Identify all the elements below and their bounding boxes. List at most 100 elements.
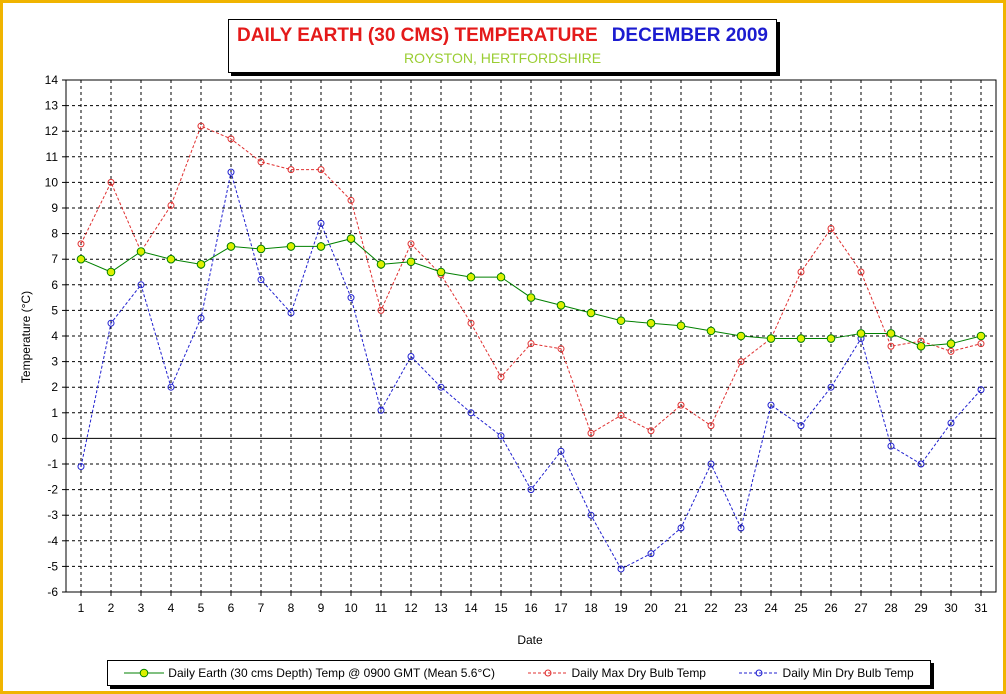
axes	[62, 79, 997, 596]
y-tick-label: 6	[51, 278, 58, 292]
point-earth-temp	[136, 247, 146, 256]
point-min-temp	[167, 383, 175, 391]
legend-swatch-min-temp	[738, 669, 779, 677]
x-tick-label: 7	[258, 601, 265, 615]
x-axis-label: Date	[517, 633, 543, 647]
y-tick-label: 10	[45, 175, 59, 189]
x-tick-labels: 1 2 3 4 5 6 7 8 9 10 11 12 13 14 15 16 17 18 19 20 21 22 23 24 2…	[78, 601, 988, 615]
point-max-temp	[167, 201, 175, 209]
point-earth-temp	[586, 308, 596, 318]
point-earth-temp	[736, 331, 746, 341]
y-tick-label: 2	[51, 380, 58, 394]
point-min-temp	[737, 524, 745, 532]
point-earth-temp	[646, 318, 656, 328]
point-earth-temp	[616, 316, 626, 325]
plot-border	[65, 79, 997, 593]
y-tick-label: -1	[47, 457, 58, 471]
point-earth-temp	[676, 321, 686, 331]
x-tick-label: 28	[884, 601, 898, 615]
point-earth-temp	[436, 267, 446, 277]
y-tick-label: 9	[51, 201, 58, 215]
point-earth-temp	[406, 257, 416, 267]
point-min-temp	[287, 309, 295, 317]
x-tick-label: 30	[944, 601, 958, 615]
point-min-temp	[107, 319, 115, 327]
chart-title-line: DAILY EARTH (30 CMS) TEMPERATURE DECEMBER…	[229, 25, 776, 47]
point-min-temp	[437, 383, 445, 391]
point-max-temp	[197, 122, 205, 130]
point-max-temp	[887, 342, 895, 350]
y-tick-label: 0	[51, 431, 58, 445]
point-max-temp	[377, 306, 385, 314]
point-max-temp	[557, 345, 565, 353]
point-max-temp	[107, 178, 115, 186]
chart-subtitle: ROYSTON, HERTFORDSHIRE	[403, 50, 602, 66]
point-min-temp	[707, 460, 715, 468]
x-tick-label: 29	[914, 601, 928, 615]
y-tick-label: -3	[47, 508, 58, 522]
y-tick-label: -6	[47, 585, 58, 599]
point-max-temp	[677, 401, 685, 409]
legend-label-max-temp: Daily Max Dry Bulb Temp	[571, 666, 706, 680]
x-tick-label: 15	[494, 601, 508, 615]
point-earth-temp	[946, 339, 956, 348]
point-earth-temp	[916, 341, 926, 351]
point-min-temp	[347, 294, 355, 302]
point-min-temp	[617, 565, 625, 573]
x-tick-label: 10	[344, 601, 358, 615]
point-earth-temp	[166, 254, 176, 264]
point-max-temp	[737, 358, 745, 366]
y-tick-label: 5	[51, 303, 58, 317]
x-tick-label: 23	[734, 601, 748, 615]
y-tick-label: 3	[51, 355, 58, 369]
legend-label-earth-temp: Daily Earth (30 cms Depth) Temp @ 0900 G…	[168, 666, 495, 680]
x-tick-label: 2	[108, 601, 115, 615]
series-line-min-temp	[80, 172, 982, 570]
y-tick-label: 7	[51, 252, 58, 266]
point-min-temp	[527, 486, 535, 494]
chart-title-box: DAILY EARTH (30 CMS) TEMPERATURE DECEMBER…	[228, 19, 777, 73]
point-max-temp	[407, 240, 415, 248]
y-tick-label: 1	[51, 406, 58, 420]
x-tick-label: 22	[704, 601, 718, 615]
point-earth-temp	[886, 329, 896, 338]
point-min-temp	[887, 442, 895, 450]
point-earth-temp	[496, 272, 506, 282]
x-tick-label: 4	[168, 601, 175, 615]
point-earth-temp	[226, 242, 236, 251]
point-earth-temp	[526, 293, 536, 302]
point-max-temp	[647, 427, 655, 435]
point-min-temp	[497, 432, 505, 440]
x-tick-label: 9	[318, 601, 325, 615]
point-max-temp	[77, 240, 85, 248]
y-tick-label: -5	[47, 559, 58, 573]
point-max-temp	[617, 411, 625, 419]
point-max-temp	[977, 340, 985, 348]
chart-title: DAILY EARTH (30 CMS) TEMPERATURE	[237, 25, 598, 46]
point-earth-temp	[976, 331, 986, 341]
point-earth-temp	[286, 242, 296, 251]
x-tick-label: 13	[434, 601, 448, 615]
legend-item-earth-temp: Daily Earth (30 cms Depth) Temp @ 0900 G…	[124, 666, 495, 680]
x-tick-label: 1	[78, 601, 85, 615]
legend-item-max-temp: Daily Max Dry Bulb Temp	[527, 666, 706, 680]
point-earth-temp	[766, 334, 776, 343]
point-min-temp	[917, 460, 925, 468]
point-min-temp	[827, 383, 835, 391]
point-earth-temp	[76, 254, 86, 264]
y-tick-label: 8	[51, 227, 58, 241]
point-min-temp	[767, 401, 775, 409]
point-max-temp	[707, 422, 715, 430]
x-tick-label: 14	[464, 601, 478, 615]
y-tick-label: -4	[47, 534, 58, 548]
x-tick-label: 16	[524, 601, 538, 615]
point-min-temp	[317, 219, 325, 227]
point-max-temp	[467, 319, 475, 327]
series-line-max-temp	[80, 125, 982, 435]
point-max-temp	[827, 224, 835, 232]
point-min-temp	[197, 314, 205, 322]
x-tick-label: 24	[764, 601, 778, 615]
point-min-temp	[227, 168, 235, 176]
